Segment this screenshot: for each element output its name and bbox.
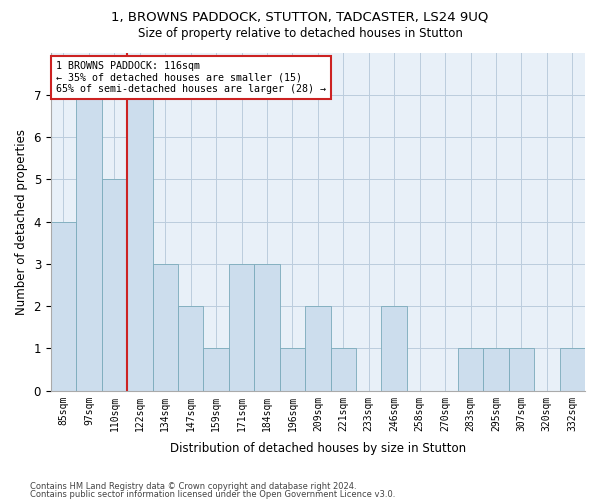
Bar xyxy=(483,348,509,391)
Bar xyxy=(178,306,203,391)
Bar xyxy=(229,264,254,391)
Y-axis label: Number of detached properties: Number of detached properties xyxy=(15,128,28,314)
Bar xyxy=(254,264,280,391)
Bar xyxy=(560,348,585,391)
Text: 1 BROWNS PADDOCK: 116sqm
← 35% of detached houses are smaller (15)
65% of semi-d: 1 BROWNS PADDOCK: 116sqm ← 35% of detach… xyxy=(56,61,326,94)
Bar xyxy=(509,348,534,391)
Bar xyxy=(101,180,127,391)
Text: Contains HM Land Registry data © Crown copyright and database right 2024.: Contains HM Land Registry data © Crown c… xyxy=(30,482,356,491)
Bar xyxy=(280,348,305,391)
Bar xyxy=(51,222,76,391)
X-axis label: Distribution of detached houses by size in Stutton: Distribution of detached houses by size … xyxy=(170,442,466,455)
Bar xyxy=(331,348,356,391)
Text: 1, BROWNS PADDOCK, STUTTON, TADCASTER, LS24 9UQ: 1, BROWNS PADDOCK, STUTTON, TADCASTER, L… xyxy=(112,10,488,23)
Text: Size of property relative to detached houses in Stutton: Size of property relative to detached ho… xyxy=(137,28,463,40)
Text: Contains public sector information licensed under the Open Government Licence v3: Contains public sector information licen… xyxy=(30,490,395,499)
Bar xyxy=(305,306,331,391)
Bar xyxy=(203,348,229,391)
Bar xyxy=(76,95,101,391)
Bar xyxy=(127,95,152,391)
Bar xyxy=(382,306,407,391)
Bar xyxy=(152,264,178,391)
Bar xyxy=(458,348,483,391)
